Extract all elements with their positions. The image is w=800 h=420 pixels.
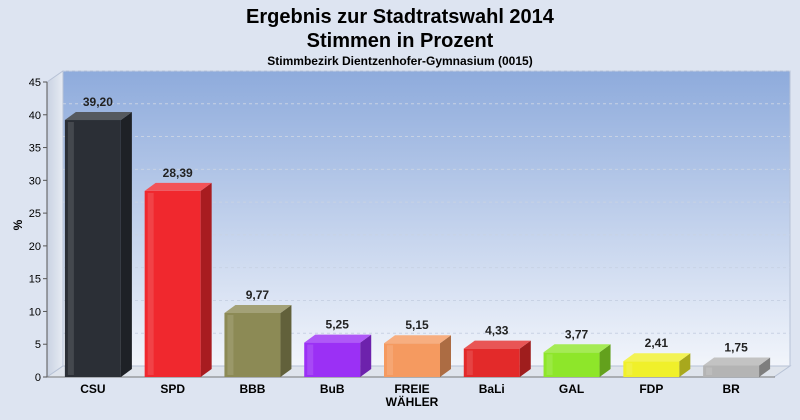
bar-top (304, 334, 372, 343)
bar (384, 343, 440, 377)
x-tick-label: WÄHLER (386, 394, 439, 409)
data-label: 1,75 (724, 341, 748, 355)
x-tick-label: CSU (80, 382, 105, 396)
x-tick-label: BR (722, 382, 740, 396)
bar-side (599, 344, 611, 377)
bar-side (679, 353, 691, 377)
chart-subtitle: Stimmbezirk Dientzenhofer-Gymnasium (001… (267, 54, 533, 68)
bar-side (360, 334, 372, 377)
x-tick-label: SPD (160, 382, 185, 396)
data-label: 9,77 (246, 288, 270, 302)
plot-left-wall (46, 70, 64, 378)
bar-group (64, 112, 132, 378)
bar-side (440, 335, 451, 377)
bar (304, 342, 361, 377)
bar-top (64, 112, 132, 121)
bar-highlight (67, 122, 74, 376)
data-label: 5,25 (326, 318, 350, 332)
x-tick-label: FDP (639, 382, 663, 396)
bar-group (144, 182, 212, 377)
bar-group (463, 340, 531, 377)
bar-top (703, 357, 771, 366)
bar-highlight (546, 354, 553, 375)
bar-group (304, 334, 372, 377)
bar-top (384, 335, 451, 344)
bar-side (519, 340, 531, 377)
bar (543, 352, 600, 377)
bar (703, 365, 760, 377)
x-tick-label: GAL (559, 382, 584, 396)
y-tick-label: 25 (29, 208, 41, 220)
y-axis-title: % (11, 219, 25, 230)
data-label: 4,33 (485, 324, 509, 338)
data-label: 2,41 (645, 336, 669, 350)
bar-group (384, 335, 451, 377)
bar-top (463, 340, 531, 349)
x-tick-label: BaLi (479, 382, 505, 396)
bar-side (200, 182, 212, 377)
y-tick-label: 10 (29, 306, 41, 318)
bar-highlight (466, 350, 473, 375)
y-tick-label: 5 (35, 339, 41, 351)
bar-highlight (147, 192, 154, 375)
bar-highlight (227, 314, 234, 375)
y-tick-label: 30 (29, 175, 41, 187)
bar-highlight (307, 344, 314, 375)
data-label: 3,77 (565, 327, 589, 341)
bar (463, 348, 520, 377)
bar (224, 312, 281, 377)
bar-side (759, 357, 771, 377)
x-tick-label: BuB (320, 382, 345, 396)
bar-top (224, 304, 292, 313)
x-tick-label: BBB (239, 382, 265, 396)
y-tick-label: 15 (29, 274, 41, 286)
data-label: 5,15 (405, 318, 429, 332)
y-tick-label: 35 (29, 143, 41, 155)
bar-side (120, 112, 132, 378)
data-label: 28,39 (163, 166, 193, 180)
bar (64, 120, 121, 378)
x-tick-label: FREIE (394, 382, 429, 396)
chart-title-line-1: Ergebnis zur Stadtratswahl 2014 (246, 6, 554, 28)
chart-title-line-2: Stimmen in Prozent (306, 30, 494, 52)
bar (144, 190, 201, 377)
bar-top (144, 182, 212, 191)
bar-group (703, 357, 771, 377)
bar-top (543, 344, 611, 353)
bar-group (623, 353, 691, 377)
bar-side (280, 304, 292, 377)
y-tick-label: 45 (29, 77, 41, 89)
bar-group (543, 344, 611, 377)
y-tick-label: 20 (29, 241, 41, 253)
bar-group (224, 304, 292, 377)
bar-highlight (387, 345, 393, 375)
bar-top (623, 353, 691, 362)
data-label: 39,20 (83, 95, 113, 109)
bar-highlight (706, 367, 713, 375)
y-tick-label: 40 (29, 110, 41, 122)
bar (623, 361, 680, 377)
bar-highlight (626, 363, 633, 375)
y-tick-label: 0 (35, 372, 41, 384)
